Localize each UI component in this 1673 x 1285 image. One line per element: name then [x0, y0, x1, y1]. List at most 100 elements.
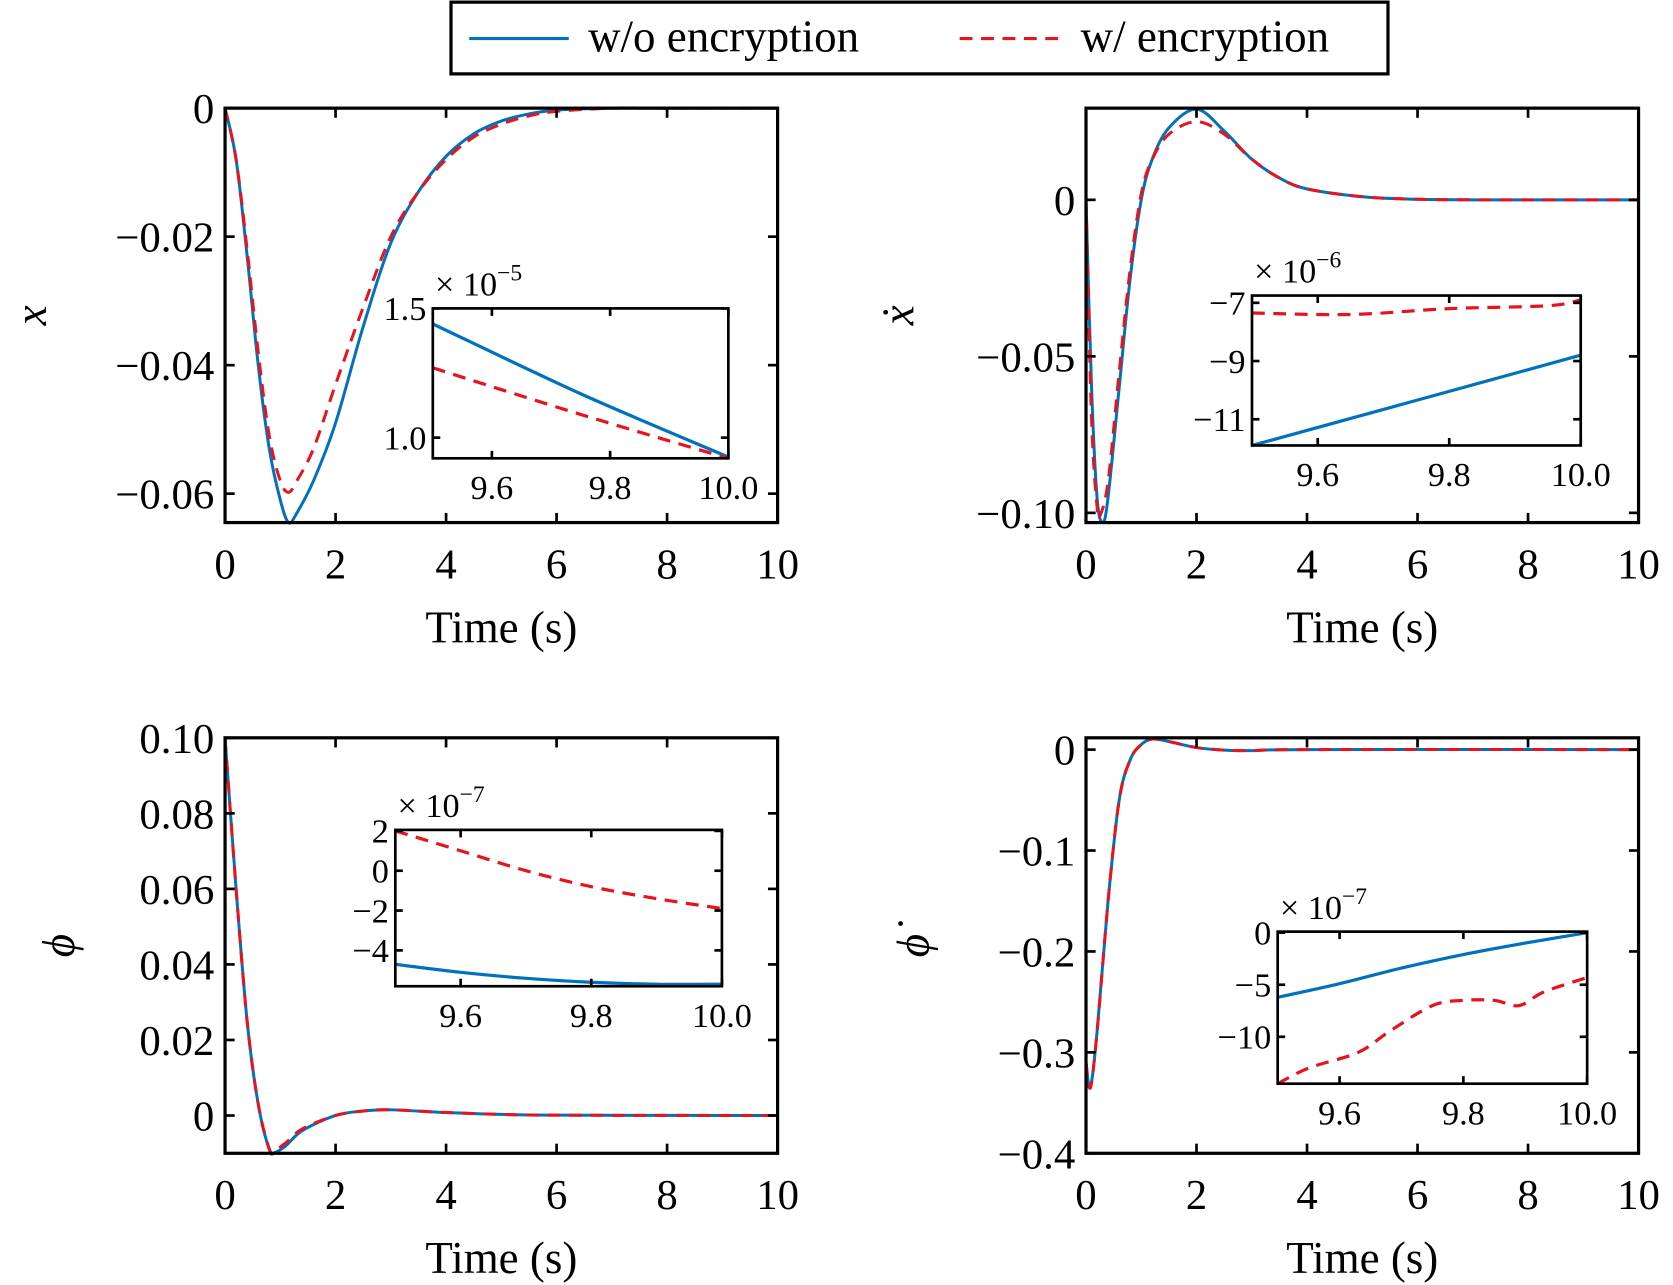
inset-x-tick-label: 9.8 — [1442, 1094, 1485, 1132]
x-tick-label: 10 — [756, 541, 799, 588]
y-axis-label: ϕ̇ — [889, 921, 939, 957]
x-tick-label: 8 — [1517, 541, 1538, 588]
multiplier-base: × 10 — [435, 266, 497, 304]
inset-background — [395, 829, 722, 987]
multiplier-exponent: −6 — [1316, 248, 1341, 274]
y-tick-label: −0.10 — [976, 491, 1075, 538]
multiplier-base: × 10 — [1280, 889, 1342, 927]
multiplier-exponent: −7 — [460, 782, 485, 808]
y-tick-label: −0.06 — [115, 472, 214, 519]
x-tick-label: 10 — [1617, 1172, 1660, 1219]
y-tick-label: 0.08 — [139, 791, 214, 838]
y-tick-label: 0 — [193, 1094, 214, 1141]
inset-y-tick-label: 0 — [1254, 914, 1271, 952]
legend-label-without-encryption: w/o encryption — [588, 11, 859, 61]
legend-box — [449, 0, 1390, 76]
inset-y-tick-label: 1.5 — [384, 290, 427, 328]
y-tick-label: −0.1 — [998, 829, 1076, 876]
inset-axes-frame — [1250, 294, 1583, 447]
inset-x-tick-label: 10.0 — [698, 469, 758, 507]
inset-plot-area — [1277, 931, 1588, 1086]
subplot-1: 0 2 4 6 8 10 0 −0.02 −0.04 −0.06 Time (s) x 9.6 9.8 10… — [6, 86, 799, 652]
axes-frame — [1084, 106, 1641, 525]
x-axis-label: Time (s) — [1286, 603, 1438, 653]
y-tick-label: −0.2 — [998, 929, 1076, 976]
y-tick-label: −0.05 — [976, 334, 1075, 381]
x-tick-label: 8 — [656, 1172, 677, 1219]
plot-area — [225, 106, 778, 525]
subplot-2: 0 2 4 6 8 10 0 −0.05 −0.10 Time (s) ẋ 9.6 9.8 10.0 −7 −… — [874, 106, 1660, 653]
inset-background — [1277, 931, 1588, 1084]
series-without-encryption — [225, 737, 778, 1156]
inset-x-tick-label: 9.6 — [1318, 1094, 1361, 1132]
inset-y-tick-label: 0 — [372, 853, 389, 891]
series-with-encryption — [225, 106, 778, 494]
inset-axes-frame — [1276, 930, 1589, 1086]
inset-y-tick-label: −11 — [1193, 401, 1245, 439]
inset-x-tick-label: 10.0 — [692, 997, 752, 1035]
y-axis-label: ϕ — [34, 934, 84, 957]
axes-frame — [223, 736, 780, 1155]
y-tick-label: 0.10 — [139, 716, 214, 763]
inset-3: 9.6 9.8 10.0 20−2−4 × 10−7 — [352, 782, 751, 1035]
x-tick-label: 2 — [1186, 1172, 1207, 1219]
x-tick-label: 0 — [214, 1172, 235, 1219]
inset-y-tick-label: 1.0 — [384, 419, 427, 457]
axes-frame — [223, 106, 780, 525]
x-tick-label: 2 — [1186, 541, 1207, 588]
inset-x-tick-label: 10.0 — [1557, 1094, 1617, 1132]
inset-x-tick-label: 9.6 — [439, 997, 482, 1035]
inset-axes-frame — [431, 307, 730, 460]
x-tick-label: 4 — [435, 541, 456, 588]
x-tick-label: 6 — [1407, 1172, 1428, 1219]
inset-y-tick-label: −2 — [352, 892, 388, 930]
y-tick-label: 0.02 — [139, 1018, 214, 1065]
multiplier-base: × 10 — [1254, 253, 1316, 291]
multiplier-exponent: −7 — [1342, 884, 1367, 910]
inset-x-tick-label: 9.8 — [570, 997, 613, 1035]
inset-scale-multiplier: × 10−7 — [1280, 884, 1367, 927]
inset-y-tick-label: −9 — [1209, 343, 1245, 381]
inset-scale-multiplier: × 10−6 — [1254, 248, 1341, 291]
legend-label-with-encryption: w/ encryption — [1081, 11, 1330, 61]
inset-x-tick-label: 9.6 — [1296, 456, 1339, 494]
multiplier-exponent: −5 — [497, 261, 522, 287]
x-tick-label: 10 — [756, 1172, 799, 1219]
x-tick-label: 4 — [1296, 1172, 1317, 1219]
axes-frame — [1084, 736, 1641, 1155]
series-with-encryption — [225, 737, 778, 1155]
inset-2: 9.6 9.8 10.0 −7 −9 −11 × 10−6 — [1193, 248, 1610, 494]
inset-x-tick-label: 10.0 — [1551, 456, 1611, 494]
y-tick-label: 0 — [1054, 178, 1075, 225]
inset-x-tick-label: 9.8 — [589, 469, 632, 507]
inset-1: 9.6 9.8 10.0 1.5 1.0 × 10−5 — [384, 261, 759, 507]
y-tick-label: 0 — [1054, 728, 1075, 775]
y-axis-label: x — [6, 305, 56, 326]
y-tick-label: −0.04 — [115, 343, 214, 390]
x-axis-label: Time (s) — [425, 603, 577, 653]
y-tick-label: −0.4 — [998, 1131, 1076, 1178]
inset-scale-multiplier: × 10−5 — [435, 261, 522, 304]
y-axis-label: ẋ — [874, 305, 924, 326]
x-tick-label: 4 — [435, 1172, 456, 1219]
y-tick-label: 0 — [193, 86, 214, 133]
x-tick-label: 6 — [1407, 541, 1428, 588]
x-tick-label: 8 — [656, 541, 677, 588]
legend: w/o encryption w/ encryption — [449, 0, 1390, 76]
inset-y-tick-label: −7 — [1209, 285, 1245, 323]
y-tick-label: −0.02 — [115, 215, 214, 262]
inset-4: 9.6 9.8 10.0 0 −5 −10 × 10−7 — [1218, 884, 1617, 1133]
x-tick-label: 6 — [546, 1172, 567, 1219]
x-tick-label: 0 — [214, 541, 235, 588]
inset-x-tick-label: 9.6 — [470, 469, 513, 507]
subplot-4: 0 2 4 6 8 10 0 −0.1 −0.2 −0.3 −0.4 Time (s) ϕ̇ 9.6 9.8… — [889, 728, 1660, 1284]
y-tick-label: −0.3 — [998, 1030, 1076, 1077]
y-tick-label: 0.06 — [139, 867, 214, 914]
inset-series-with-encryption — [432, 366, 729, 460]
x-tick-label: 2 — [325, 1172, 346, 1219]
inset-y-tick-label: 2 — [372, 813, 389, 851]
inset-plot-area — [395, 829, 722, 986]
inset-series-without-encryption — [395, 962, 722, 986]
